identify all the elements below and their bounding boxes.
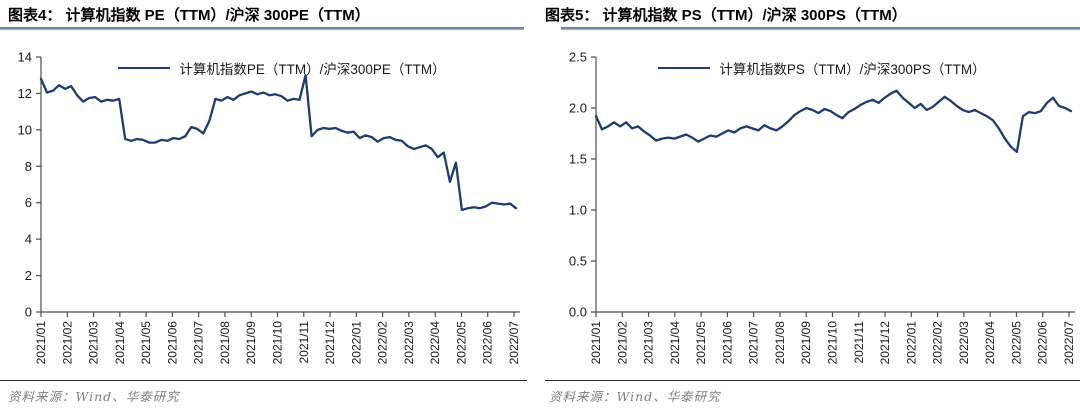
svg-text:2022/02: 2022/02 bbox=[376, 321, 390, 365]
svg-text:2: 2 bbox=[25, 268, 32, 283]
figure-5-title-rule bbox=[561, 27, 1080, 30]
figure-5-source-note: 资料来源：Wind、华泰研究 bbox=[545, 380, 1080, 405]
svg-text:4: 4 bbox=[25, 232, 32, 247]
svg-text:0.0: 0.0 bbox=[569, 305, 587, 320]
svg-text:2021/09: 2021/09 bbox=[244, 321, 258, 365]
svg-text:2022/01: 2022/01 bbox=[904, 321, 918, 365]
svg-text:2021/12: 2021/12 bbox=[323, 321, 337, 365]
svg-text:2022/07: 2022/07 bbox=[1062, 321, 1076, 365]
figure-4-source-note: 资料来源：Wind、华泰研究 bbox=[0, 380, 527, 405]
svg-text:8: 8 bbox=[25, 159, 32, 174]
svg-text:0.5: 0.5 bbox=[569, 254, 587, 269]
ps-ratio-line-chart: 0.0 0.5 1.0 1.5 2.0 2.5 2021/01 2021/02 2021/03 2… bbox=[569, 50, 1076, 365]
svg-text:2021/08: 2021/08 bbox=[773, 321, 787, 365]
svg-text:2021/11: 2021/11 bbox=[297, 321, 311, 364]
svg-text:6: 6 bbox=[25, 195, 32, 210]
svg-text:2021/02: 2021/02 bbox=[615, 321, 629, 365]
svg-text:2.0: 2.0 bbox=[569, 101, 587, 116]
svg-text:2.5: 2.5 bbox=[569, 50, 587, 65]
figure-4-pe-panel: 图表4： 计算机指数 PE（TTM）/沪深 300PE（TTM） 计算机指数PE… bbox=[0, 7, 540, 405]
svg-text:2021/02: 2021/02 bbox=[60, 321, 74, 365]
svg-text:2021/12: 2021/12 bbox=[878, 321, 892, 365]
svg-text:2021/04: 2021/04 bbox=[113, 321, 127, 365]
svg-text:2022/03: 2022/03 bbox=[402, 321, 416, 365]
svg-text:2021/08: 2021/08 bbox=[218, 321, 232, 365]
svg-text:2022/01: 2022/01 bbox=[349, 321, 363, 365]
svg-text:10: 10 bbox=[18, 122, 32, 137]
svg-text:2021/06: 2021/06 bbox=[165, 321, 179, 365]
svg-text:2021/11: 2021/11 bbox=[852, 321, 866, 364]
svg-text:2021/10: 2021/10 bbox=[271, 321, 285, 365]
svg-text:2022/04: 2022/04 bbox=[428, 321, 442, 365]
svg-text:2021/10: 2021/10 bbox=[826, 321, 840, 365]
svg-text:2021/06: 2021/06 bbox=[720, 321, 734, 365]
figure-5-ps-panel: 图表5： 计算机指数 PS（TTM）/沪深 300PS（TTM） 计算机指数PS… bbox=[540, 0, 1080, 411]
svg-text:2022/07: 2022/07 bbox=[507, 321, 521, 365]
svg-text:2022/05: 2022/05 bbox=[454, 321, 468, 365]
figure-5-chart: 计算机指数PS（TTM）/沪深300PS（TTM） 0.0 0.5 1.0 1.5 2.… bbox=[540, 30, 1080, 380]
svg-text:2021/05: 2021/05 bbox=[694, 321, 708, 365]
svg-text:2021/04: 2021/04 bbox=[668, 321, 682, 365]
svg-text:2022/04: 2022/04 bbox=[983, 321, 997, 365]
figure-4-title: 图表4： 计算机指数 PE（TTM）/沪深 300PE（TTM） bbox=[8, 7, 370, 24]
svg-text:2022/02: 2022/02 bbox=[931, 321, 945, 365]
figure-4-chart: 计算机指数PE（TTM）/沪深300PE（TTM） 0 2 4 6 8 10 12 14 202… bbox=[0, 30, 540, 380]
svg-text:2021/07: 2021/07 bbox=[747, 321, 761, 365]
svg-text:14: 14 bbox=[18, 50, 32, 65]
svg-text:1.5: 1.5 bbox=[569, 152, 587, 167]
svg-text:2021/09: 2021/09 bbox=[799, 321, 813, 365]
svg-text:1.0: 1.0 bbox=[569, 203, 587, 218]
pe-ratio-line-chart: 0 2 4 6 8 10 12 14 2021/01 2021/02 2021/03 2021/04 2… bbox=[18, 50, 521, 365]
figure-4-title-rule bbox=[0, 27, 524, 30]
svg-text:2021/03: 2021/03 bbox=[87, 321, 101, 365]
svg-text:2022/05: 2022/05 bbox=[1009, 321, 1023, 365]
svg-text:0: 0 bbox=[25, 305, 32, 320]
svg-text:2021/01: 2021/01 bbox=[589, 321, 603, 365]
figure-5-title: 图表5： 计算机指数 PS（TTM）/沪深 300PS（TTM） bbox=[545, 7, 907, 24]
svg-text:2021/07: 2021/07 bbox=[192, 321, 206, 365]
svg-text:2022/06: 2022/06 bbox=[1036, 321, 1050, 365]
svg-text:2021/03: 2021/03 bbox=[642, 321, 656, 365]
svg-text:2021/01: 2021/01 bbox=[34, 321, 48, 365]
svg-text:2022/06: 2022/06 bbox=[481, 321, 495, 365]
svg-text:12: 12 bbox=[18, 86, 32, 101]
svg-text:2022/03: 2022/03 bbox=[957, 321, 971, 365]
svg-text:2021/05: 2021/05 bbox=[139, 321, 153, 365]
